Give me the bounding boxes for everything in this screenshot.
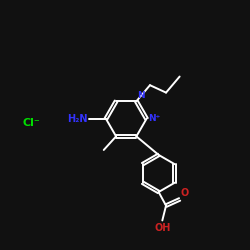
Text: N: N — [138, 91, 145, 100]
Text: OH: OH — [154, 223, 170, 233]
Text: Cl⁻: Cl⁻ — [22, 118, 40, 128]
Text: H₂N: H₂N — [67, 114, 87, 124]
Text: O: O — [181, 188, 189, 198]
Text: N⁺: N⁺ — [148, 114, 160, 123]
